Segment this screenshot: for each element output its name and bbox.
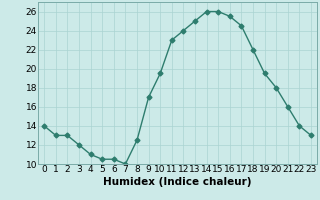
X-axis label: Humidex (Indice chaleur): Humidex (Indice chaleur) [103,177,252,187]
